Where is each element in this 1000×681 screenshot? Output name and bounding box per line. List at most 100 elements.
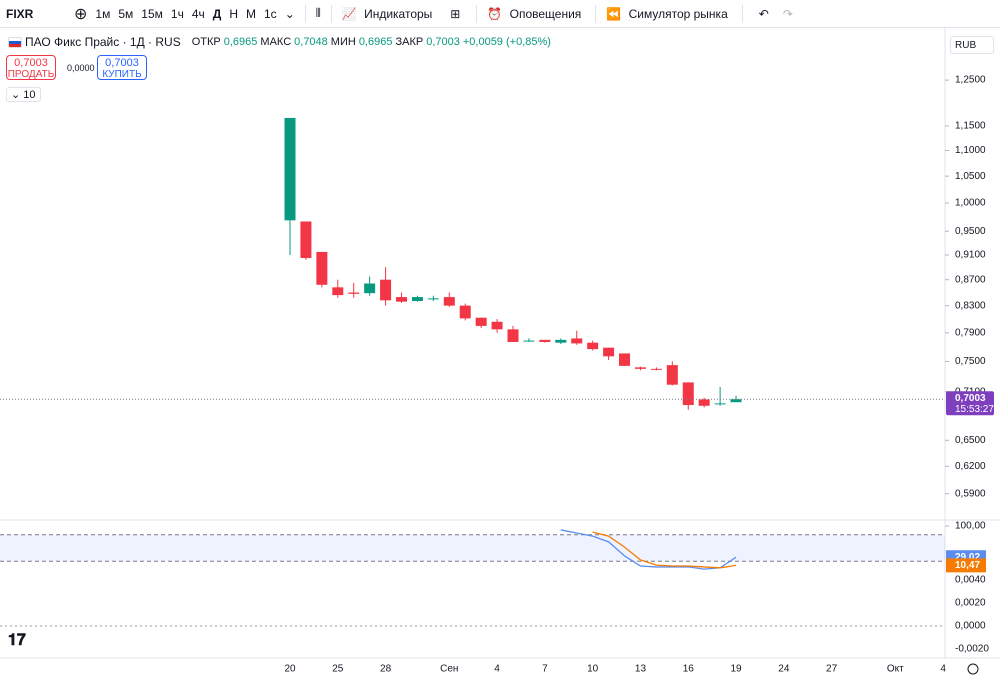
candle-body [348, 292, 360, 294]
sell-price: 0,7003 [14, 57, 48, 69]
candle-body [396, 297, 408, 302]
candle-body [284, 117, 296, 221]
x-tick-label: 7 [542, 664, 548, 675]
ohlc-value: 0,7003 [426, 36, 460, 48]
templates[interactable]: ⊞ [450, 6, 461, 21]
interval-menu[interactable]: ⌄ [284, 6, 295, 21]
legend: ПАО Фикс Прайс · 1Д · RUS ОТКР 0,6965 МАК… [8, 35, 551, 49]
y-tick-label: 0,7500 [955, 356, 986, 367]
candle-body [666, 365, 678, 385]
sell-button[interactable]: 0,7003 ПРОДАТЬ [6, 55, 56, 80]
separator [304, 4, 306, 23]
indicators-toggle[interactable]: ⌄ 10 [6, 87, 41, 102]
indicator-last-label: 10,47 [955, 560, 980, 571]
x-tick-label: 13 [635, 664, 647, 675]
candle-body [634, 367, 646, 369]
last-price: 0,7003 [955, 393, 986, 404]
y-tick-label: 1,0000 [955, 198, 986, 209]
indicator-last-box [946, 558, 986, 573]
x-tick-label: 20 [284, 664, 296, 675]
interval[interactable]: 1м [95, 6, 111, 21]
interval[interactable]: 1с [264, 6, 277, 21]
logo: 𝟏𝟕 [8, 632, 26, 649]
replay[interactable]: ⏪ Симулятор рынка [602, 7, 735, 21]
separator [741, 4, 743, 23]
x-tick-label: 10 [587, 664, 599, 675]
candle-body [698, 399, 710, 406]
indicator-line [592, 531, 737, 569]
indicator-count: 10 [23, 89, 36, 101]
candle-body [459, 305, 471, 319]
candle-body [380, 279, 392, 301]
indicators[interactable]: 📈 Индикаторы [338, 7, 441, 21]
undo[interactable]: ↶ [758, 6, 769, 21]
candle-body [491, 321, 503, 330]
interval[interactable]: М [246, 6, 256, 21]
candle-body [619, 353, 631, 366]
alerts-label: Оповещения [509, 6, 582, 21]
y-tick-label: 1,1000 [955, 145, 986, 156]
y-tick-label: 0,6200 [955, 461, 986, 472]
ohlc-value: 0,6965 [223, 36, 258, 48]
candle-body [427, 298, 439, 300]
ohlc-label: МАКС [260, 36, 292, 48]
x-tick-label: Окт [887, 664, 904, 675]
candle-body [523, 340, 535, 342]
separator [595, 4, 597, 23]
interval[interactable]: 15м [141, 6, 163, 21]
ohlc-label: МИН [330, 36, 356, 48]
replay-label: Симулятор рынка [628, 6, 728, 21]
y-tick-label: 0,9100 [955, 250, 986, 261]
candle-body [539, 339, 551, 342]
spread: 0,0000 [67, 63, 95, 73]
x-tick-label: 25 [332, 664, 344, 675]
y-tick-label: 0,6500 [955, 435, 986, 446]
buy-label: КУПИТЬ [102, 69, 142, 80]
alerts[interactable]: ⏰ Оповещения [483, 7, 589, 21]
flag [8, 36, 22, 48]
add-symbol[interactable]: ⊕ [74, 5, 88, 23]
countdown: 15:53:27 [955, 404, 994, 415]
candle-body [475, 317, 487, 326]
buy-price: 0,7003 [105, 57, 139, 69]
redo[interactable]: ↷ [782, 6, 793, 21]
candle-body [411, 297, 423, 302]
x-tick-label: 19 [730, 664, 742, 675]
indicators-label: Индикаторы [364, 6, 433, 21]
separator [330, 4, 332, 23]
settings-icon [967, 663, 979, 675]
candle-body [603, 347, 615, 357]
ohlc-label: ОТКР [191, 36, 221, 48]
symbol-search[interactable]: FIXR [6, 6, 34, 21]
interval[interactable]: 4ч [191, 6, 205, 21]
x-tick-label: 28 [380, 664, 392, 675]
sell-label: ПРОДАТЬ [7, 69, 55, 80]
indicator-last-label: 29,02 [955, 552, 980, 563]
candle-body [650, 368, 662, 370]
indicator-last-box [946, 550, 986, 565]
interval[interactable]: Д [212, 6, 222, 21]
y2-tick-label: 0,0000 [955, 621, 986, 632]
ohlc-label: ЗАКР [395, 36, 424, 48]
toolbar: FIXR ⊕ 1м 5м 15м 1ч 4ч Д Н М 1с ⌄ ⫴ 📈 Ин… [0, 0, 1000, 28]
buy-button[interactable]: 0,7003 КУПИТЬ [97, 55, 147, 80]
interval[interactable]: Н [229, 6, 238, 21]
x-tick-label: 16 [683, 664, 695, 675]
y-tick-label: 1,1500 [955, 121, 986, 132]
y-tick-label: 1,2500 [955, 75, 986, 86]
interval[interactable]: 1ч [170, 6, 184, 21]
y-tick-label: 0,7100 [955, 386, 986, 397]
legend-title: ПАО Фикс Прайс · 1Д · RUS [25, 35, 181, 49]
x-tick-label: Сен [440, 664, 458, 675]
currency[interactable]: RUB [950, 36, 994, 54]
y2-tick-label: 0,0040 [955, 575, 986, 586]
y-tick-label: 0,8700 [955, 274, 986, 285]
separator [476, 4, 478, 23]
x-tick-label: 4 [494, 664, 500, 675]
candle-body [507, 329, 519, 342]
interval[interactable]: 5м [118, 6, 134, 21]
change: +0,0059 (+0,85%) [462, 36, 551, 48]
chart-type[interactable]: ⫴ [315, 6, 321, 20]
